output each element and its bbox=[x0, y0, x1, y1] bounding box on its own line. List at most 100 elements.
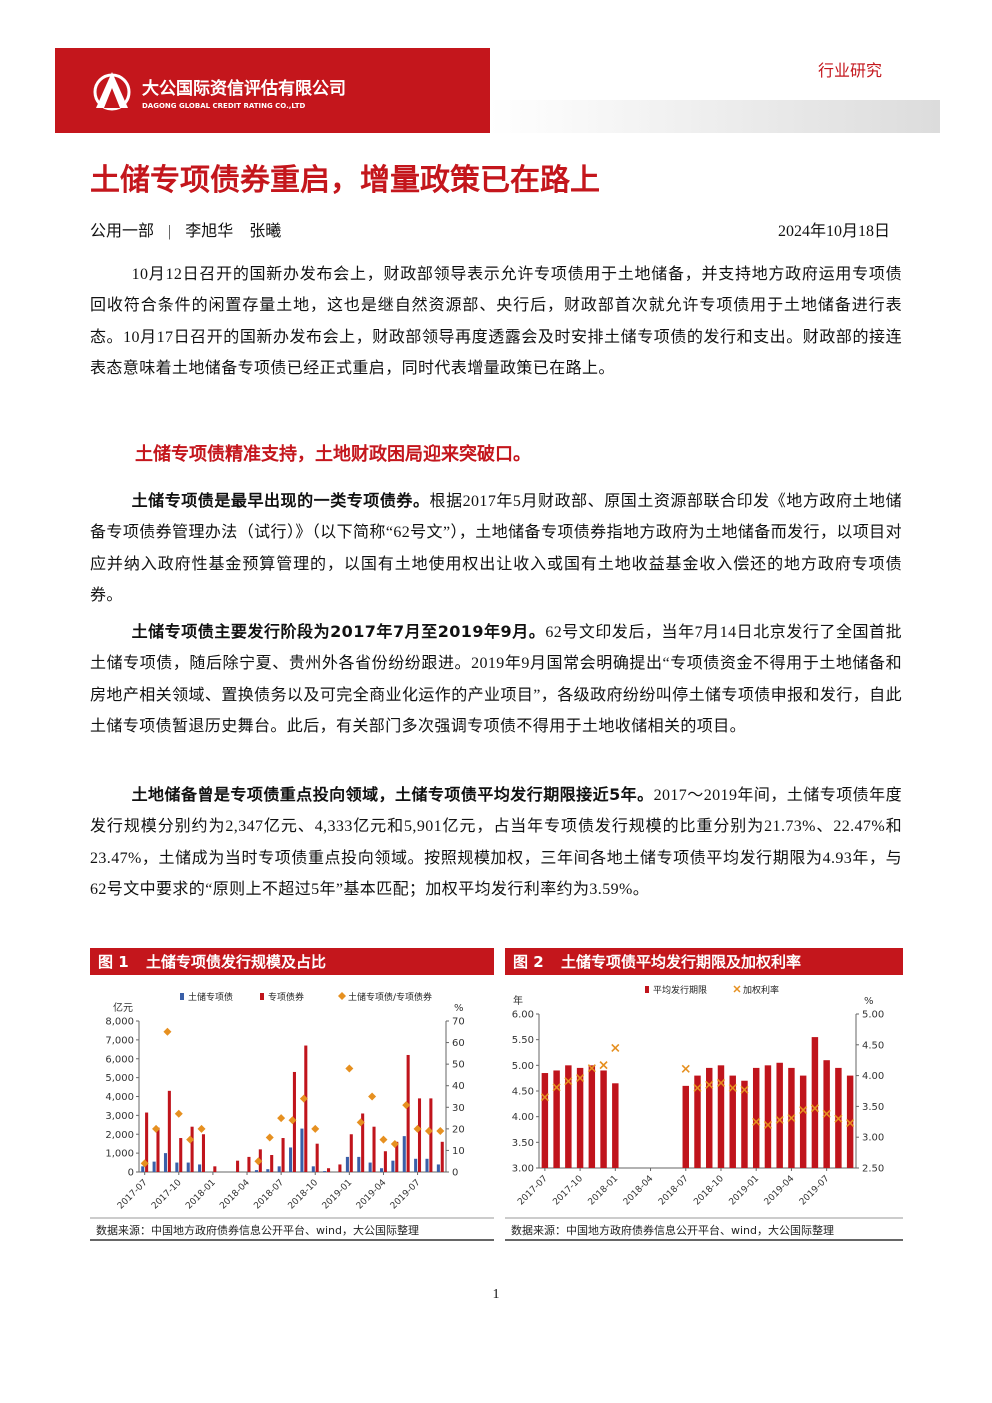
bar bbox=[391, 1160, 395, 1172]
bar bbox=[576, 1067, 584, 1168]
bar bbox=[741, 1080, 748, 1168]
bar bbox=[179, 1138, 183, 1172]
bar bbox=[429, 1098, 433, 1172]
bar bbox=[541, 1073, 549, 1168]
figure-label: 图 2 bbox=[513, 953, 544, 971]
marker bbox=[540, 1093, 549, 1102]
bar bbox=[277, 1166, 281, 1172]
x-tick-label: 2019-01 bbox=[727, 1174, 761, 1208]
y-tick-label: 3.00 bbox=[512, 1164, 534, 1175]
figure-title: 土储专项债平均发行期限及加权利率 bbox=[561, 953, 801, 971]
x-tick-label: 2017-07 bbox=[516, 1174, 550, 1208]
x-tick-label: 2018-01 bbox=[184, 1178, 218, 1212]
y-tick-label: 1,000 bbox=[105, 1149, 134, 1160]
report-category: 行业研究 bbox=[818, 61, 882, 80]
x-tick-label: 2019-04 bbox=[355, 1178, 389, 1212]
y-tick-label: 8,000 bbox=[105, 1017, 134, 1028]
intro-paragraph: 10月12日召开的国新办发布会上，财政部领导表示允许专项债用于土地储备，并支持地… bbox=[90, 266, 902, 377]
y-axis-unit: 亿元 bbox=[113, 1001, 133, 1014]
marker bbox=[174, 1109, 183, 1118]
legend-label: 专项债券 bbox=[268, 991, 304, 1003]
y-tick-label: 5.50 bbox=[512, 1035, 534, 1046]
marker bbox=[288, 1116, 297, 1125]
y2-tick-label: 20 bbox=[452, 1124, 465, 1135]
marker bbox=[576, 1073, 585, 1083]
x-tick-label: 2019-01 bbox=[321, 1178, 355, 1212]
y-tick-label: 4,000 bbox=[105, 1092, 134, 1103]
marker bbox=[752, 1117, 761, 1126]
y2-tick-label: 4.50 bbox=[862, 1040, 884, 1051]
x-tick-label: 2017-10 bbox=[150, 1178, 184, 1212]
bar bbox=[395, 1141, 399, 1172]
y2-tick-label: 4.00 bbox=[862, 1071, 884, 1082]
legend-label: 平均发行期限 bbox=[653, 984, 707, 996]
figure-title: 土储专项债发行规模及占比 bbox=[146, 953, 326, 971]
bar bbox=[752, 1067, 760, 1168]
y2-tick-label: 5.00 bbox=[862, 1010, 884, 1021]
bar bbox=[315, 1143, 319, 1172]
y-axis-unit: 年 bbox=[513, 994, 523, 1007]
paragraph-lead: 土储专项债是最早出现的一类专项债券。 bbox=[131, 491, 430, 510]
page-number: 1 bbox=[492, 1287, 500, 1302]
marker bbox=[611, 1043, 620, 1052]
marker bbox=[265, 1133, 274, 1142]
bar bbox=[266, 1169, 270, 1172]
bar bbox=[764, 1065, 772, 1168]
bar bbox=[300, 1128, 304, 1172]
x-tick-label: 2017-07 bbox=[116, 1178, 150, 1212]
marker bbox=[834, 1114, 843, 1123]
x-tick-label: 2019-07 bbox=[798, 1174, 832, 1208]
marker bbox=[693, 1083, 702, 1092]
y2-tick-label: 0 bbox=[452, 1168, 458, 1179]
bar bbox=[311, 1166, 315, 1172]
y-tick-label: 4.00 bbox=[512, 1112, 534, 1123]
bar bbox=[682, 1085, 689, 1168]
marker bbox=[740, 1085, 749, 1094]
section-heading: 土储专项债精准支持，土地财政困局迎来突破口。 bbox=[135, 444, 531, 465]
bar bbox=[163, 1153, 168, 1172]
bar bbox=[254, 1170, 258, 1172]
marker bbox=[277, 1114, 286, 1123]
marker bbox=[356, 1118, 365, 1127]
marker bbox=[163, 1027, 172, 1036]
marker bbox=[311, 1124, 320, 1133]
logo bbox=[93, 72, 131, 111]
figure-source: 数据来源：中国地方政府债券信息公开平台、wind，大公国际整理 bbox=[511, 1223, 834, 1237]
bar bbox=[379, 1168, 384, 1172]
x-tick-label: 2018-10 bbox=[692, 1174, 726, 1208]
bar bbox=[799, 1075, 807, 1168]
bar bbox=[694, 1075, 701, 1168]
company-name-en: DAGONG GLOBAL CREDIT RATING CO.,LTD bbox=[142, 102, 305, 110]
bar bbox=[201, 1134, 206, 1172]
marker bbox=[552, 1083, 561, 1092]
marker bbox=[152, 1124, 161, 1133]
figure: 图 1 土储专项债发行规模及占比数据来源：中国地方政府债券信息公开平台、wind，… bbox=[90, 948, 494, 1241]
bar bbox=[304, 1045, 308, 1172]
y-tick-label: 2,000 bbox=[105, 1130, 134, 1141]
bar bbox=[417, 1098, 422, 1172]
x-tick-label: 2018-10 bbox=[287, 1178, 321, 1212]
bar bbox=[425, 1158, 429, 1172]
marker bbox=[775, 1115, 784, 1125]
header-band: 大公国际资信评估有限公司 DAGONG GLOBAL CREDIT RATING… bbox=[55, 48, 940, 133]
bar bbox=[281, 1138, 285, 1172]
bar bbox=[436, 1164, 440, 1172]
y2-tick-label: 40 bbox=[452, 1081, 465, 1092]
bar bbox=[811, 1037, 819, 1168]
bar bbox=[553, 1070, 560, 1168]
x-tick-label: 2018-04 bbox=[622, 1174, 656, 1208]
marker bbox=[728, 1083, 737, 1092]
marker bbox=[140, 1159, 149, 1168]
marker bbox=[846, 1118, 855, 1128]
bar bbox=[338, 1164, 342, 1172]
y-tick-label: 6,000 bbox=[105, 1054, 134, 1065]
bar bbox=[368, 1162, 372, 1172]
bar bbox=[323, 1171, 327, 1172]
y-tick-label: 7,000 bbox=[105, 1035, 134, 1046]
bar bbox=[141, 1166, 145, 1172]
department: 公用一部 bbox=[90, 223, 155, 240]
bar bbox=[213, 1166, 217, 1172]
paragraph-lead: 土地储备曾是专项债重点投向领域，土储专项债平均发行期限接近5年。 bbox=[131, 785, 654, 804]
paragraph: 土地储备曾是专项债重点投向领域，土储专项债平均发行期限接近5年。2017～201… bbox=[90, 779, 902, 905]
x-tick-label: 2018-07 bbox=[657, 1174, 691, 1208]
